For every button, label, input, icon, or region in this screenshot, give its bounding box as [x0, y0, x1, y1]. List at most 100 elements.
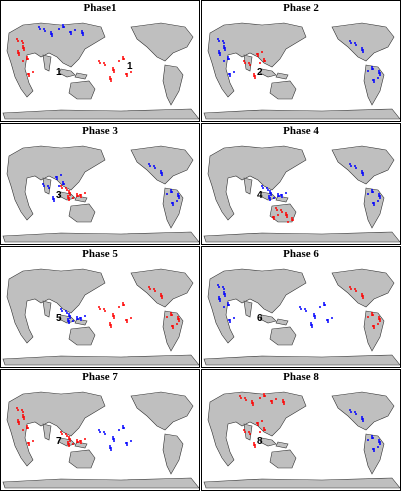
phase-number-label: 1 — [127, 61, 133, 72]
anomaly-dot — [239, 395, 241, 397]
anomaly-dot — [56, 176, 58, 178]
phase-panel-4: Phase 4 4 — [201, 123, 401, 245]
anomaly-dot — [61, 433, 63, 435]
anomaly-dot — [21, 409, 23, 411]
anomaly-dot — [281, 211, 283, 213]
anomaly-dot — [224, 47, 226, 49]
anomaly-dot — [98, 429, 100, 431]
anomaly-dot — [270, 192, 272, 194]
land-region — [243, 177, 253, 195]
anomaly-dot — [80, 317, 82, 319]
anomaly-dot — [99, 308, 101, 310]
anomaly-dot — [130, 440, 132, 442]
anomaly-dot — [62, 181, 64, 183]
anomaly-dot — [69, 192, 71, 194]
anomaly-dot — [224, 293, 226, 295]
anomaly-dot — [32, 71, 34, 73]
anomaly-dot — [23, 416, 25, 418]
anomaly-dot — [286, 216, 288, 218]
land-region — [275, 318, 289, 326]
anomaly-dot — [373, 204, 375, 206]
anomaly-dot — [154, 290, 156, 292]
anomaly-dot — [68, 436, 70, 438]
panel-title: Phase 2 — [283, 2, 319, 14]
anomaly-dot — [292, 219, 294, 221]
anomaly-dot — [275, 398, 277, 400]
anomaly-dot — [22, 45, 24, 47]
anomaly-dot — [252, 404, 254, 406]
anomaly-dot — [349, 40, 351, 42]
anomaly-dot — [362, 49, 364, 51]
anomaly-dot — [84, 438, 86, 440]
anomaly-dot — [271, 400, 273, 402]
phase-panel-6: Phase 6 6 — [201, 246, 401, 368]
anomaly-dot — [350, 42, 352, 44]
anomaly-dot — [273, 197, 275, 199]
anomaly-dot — [84, 192, 86, 194]
anomaly-dot — [28, 444, 30, 446]
anomaly-dot — [254, 444, 256, 446]
anomaly-dot — [217, 284, 219, 286]
anomaly-dot — [268, 195, 270, 197]
anomaly-dot — [224, 49, 226, 51]
anomaly-dot — [277, 214, 279, 216]
anomaly-dot — [52, 196, 54, 198]
anomaly-dot — [98, 306, 100, 308]
anomaly-dot — [118, 60, 120, 62]
anomaly-dot — [178, 197, 180, 199]
anomaly-dot — [379, 318, 381, 320]
anomaly-dot — [219, 300, 221, 302]
anomaly-dot — [66, 189, 68, 191]
anomaly-dot — [110, 326, 112, 328]
anomaly-dot — [355, 290, 357, 292]
anomaly-dot — [349, 286, 351, 288]
anomaly-dot — [103, 431, 105, 433]
anomaly-dot — [99, 62, 101, 64]
anomaly-dot — [126, 319, 128, 321]
anomaly-dot — [362, 295, 364, 297]
anomaly-dot — [223, 288, 225, 290]
anomaly-dot — [17, 50, 19, 52]
anomaly-dot — [223, 306, 225, 308]
anomaly-dot — [299, 306, 301, 308]
anomaly-dot — [80, 196, 82, 198]
anomaly-dot — [113, 69, 115, 71]
anomaly-dot — [379, 74, 381, 76]
anomaly-dot — [69, 438, 71, 440]
anomaly-dot — [27, 58, 29, 60]
anomaly-dot — [222, 40, 224, 42]
anomaly-dot — [355, 413, 357, 415]
land-region — [68, 203, 96, 223]
anomaly-dot — [110, 80, 112, 82]
anomaly-dot — [270, 194, 272, 196]
anomaly-dot — [257, 424, 259, 426]
anomaly-dot — [178, 318, 180, 320]
anomaly-dot — [371, 189, 373, 191]
anomaly-dot — [281, 196, 283, 198]
anomaly-dot — [172, 325, 174, 327]
anomaly-dot — [264, 395, 266, 397]
anomaly-dot — [176, 200, 178, 202]
anomaly-dot — [22, 414, 24, 416]
anomaly-dot — [350, 288, 352, 290]
land-region — [203, 354, 400, 366]
anomaly-dot — [118, 306, 120, 308]
anomaly-dot — [252, 402, 254, 404]
anomaly-dot — [362, 51, 364, 53]
land-region — [203, 108, 400, 120]
land-region — [269, 449, 297, 469]
anomaly-dot — [28, 73, 30, 75]
anomaly-dot — [68, 190, 70, 192]
phase-number-label: 7 — [56, 436, 62, 447]
anomaly-dot — [16, 38, 18, 40]
anomaly-dot — [69, 315, 71, 317]
land-region — [130, 145, 194, 185]
anomaly-dot — [372, 68, 374, 70]
anomaly-dot — [379, 441, 381, 443]
anomaly-dot — [371, 312, 373, 314]
anomaly-dot — [361, 170, 363, 172]
anomaly-dot — [349, 163, 351, 165]
anomaly-dot — [269, 199, 271, 201]
land-region — [68, 326, 96, 346]
